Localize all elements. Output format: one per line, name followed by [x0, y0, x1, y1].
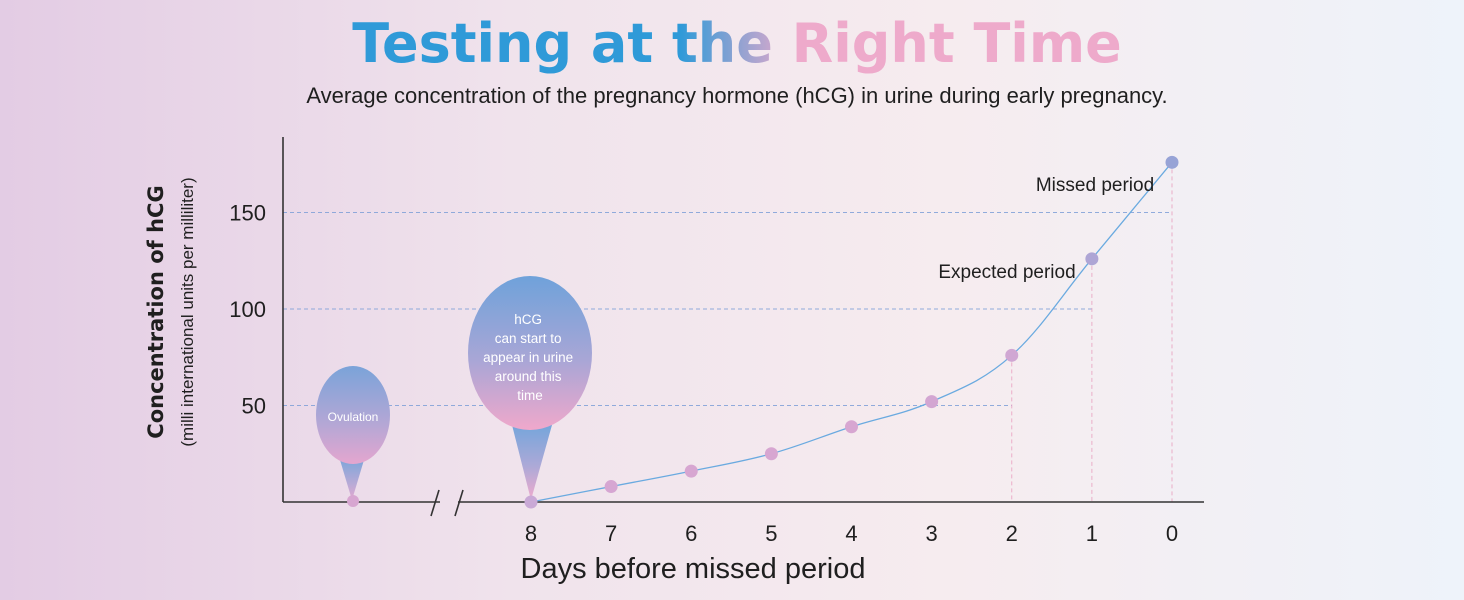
y-tick-label: 150 [229, 201, 266, 226]
series-hcg [524, 155, 1179, 509]
hcg-callout-line: hCG [514, 312, 542, 327]
x-tick-labels: 8 7 6 5 4 3 2 1 0 [525, 521, 1178, 546]
x-tick-label: 3 [926, 521, 938, 546]
title-part-3: Right Time [773, 12, 1122, 75]
hcg-callout-line: can start to [495, 331, 562, 346]
axis-break-mark-left [430, 489, 440, 517]
ovulation-callout: Ovulation [316, 366, 390, 507]
data-point [1005, 348, 1019, 362]
x-tick-label: 0 [1166, 521, 1178, 546]
title-part-1: Testing at th [352, 12, 736, 75]
x-tick-label: 2 [1006, 521, 1018, 546]
hcg-callout-line: around this [495, 369, 562, 384]
annotation-missed-period: Missed period [1036, 175, 1154, 196]
x-axis-label: Days before missed period [521, 553, 866, 585]
ovulation-callout-pointer [340, 460, 364, 500]
data-point [1165, 155, 1179, 169]
x-tick-label: 1 [1086, 521, 1098, 546]
ovulation-point [347, 495, 359, 507]
title-part-2: e [736, 12, 773, 75]
axis-break-mark-right [454, 489, 464, 517]
hcg-callout-line: appear in urine [483, 350, 573, 365]
data-point [1085, 252, 1099, 266]
chart-title: Testing at the Right Time [352, 12, 1121, 75]
hcg-callout-line: time [517, 388, 543, 403]
y-axis-sublabel: (milli international units per millilite… [178, 177, 197, 446]
data-point [764, 447, 778, 461]
x-tick-label: 6 [685, 521, 697, 546]
data-point [845, 420, 858, 434]
y-tick-label: 50 [242, 394, 266, 419]
x-tick-label: 4 [845, 521, 857, 546]
ovulation-callout-text: Ovulation [328, 410, 379, 424]
annotation-expected-period: Expected period [938, 262, 1075, 283]
x-tick-label: 7 [605, 521, 617, 546]
data-point [524, 495, 538, 509]
ovulation-callout-bubble [316, 366, 390, 464]
y-axis-title: Concentration of hCG (milli internationa… [144, 177, 197, 446]
hcg-start-callout: hCG can start to appear in urine around … [468, 276, 592, 500]
y-axis-label: Concentration of hCG [144, 185, 168, 438]
data-point [684, 464, 698, 478]
y-tick-labels: 50 100 150 [229, 201, 266, 419]
reference-lines [283, 162, 1173, 502]
data-point [925, 395, 939, 409]
x-tick-label: 5 [765, 521, 777, 546]
y-tick-label: 100 [229, 297, 266, 322]
chart-subtitle: Average concentration of the pregnancy h… [306, 83, 1167, 108]
hcg-callout-pointer [512, 425, 552, 500]
data-point [604, 480, 618, 494]
hcg-callout-bubble [468, 276, 592, 430]
hcg-callout-text: hCG can start to appear in urine around … [483, 312, 577, 403]
x-tick-label: 8 [525, 521, 537, 546]
series-line [530, 161, 1173, 503]
